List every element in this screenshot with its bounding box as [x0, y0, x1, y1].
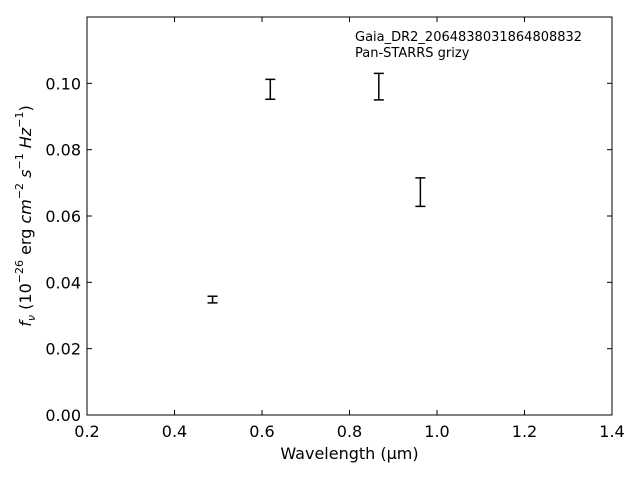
data-point-errorbar — [207, 295, 218, 304]
y-tick-label: 0.06 — [45, 207, 81, 226]
data-points — [207, 72, 426, 304]
y-tick-label: 0.08 — [45, 141, 81, 160]
chart-annotation-object-id: Gaia_DR2_2064838031864808832 — [355, 30, 582, 45]
plot-frame — [86, 16, 613, 416]
data-point-errorbar — [415, 177, 426, 208]
data-point-errorbar — [373, 72, 384, 101]
y-tick-label: 0.04 — [45, 273, 81, 292]
x-axis-ticks: 0.2 0.4 0.6 0.8 1.0 1.2 1.4 — [74, 17, 625, 441]
data-point-errorbar — [265, 78, 276, 101]
x-tick-label: 0.6 — [249, 422, 274, 441]
chart-annotation-survey: Pan-STARRS grizy — [355, 46, 470, 61]
y-tick-label: 0.00 — [45, 406, 81, 425]
x-tick-label: 1.4 — [599, 422, 624, 441]
x-tick-label: 0.8 — [337, 422, 362, 441]
x-tick-label: 0.4 — [162, 422, 187, 441]
y-axis-ticks: 0.00 0.02 0.04 0.06 0.08 0.10 — [45, 74, 612, 425]
x-tick-label: 0.2 — [74, 422, 99, 441]
y-tick-label: 0.10 — [45, 74, 81, 93]
x-tick-label: 1.2 — [512, 422, 537, 441]
y-tick-label: 0.02 — [45, 340, 81, 359]
x-axis-label: Wavelength (μm) — [280, 444, 418, 463]
y-axis-label: fν (10−26 erg cm−2 s−1 Hz−1) — [13, 105, 38, 326]
x-tick-label: 1.0 — [424, 422, 449, 441]
